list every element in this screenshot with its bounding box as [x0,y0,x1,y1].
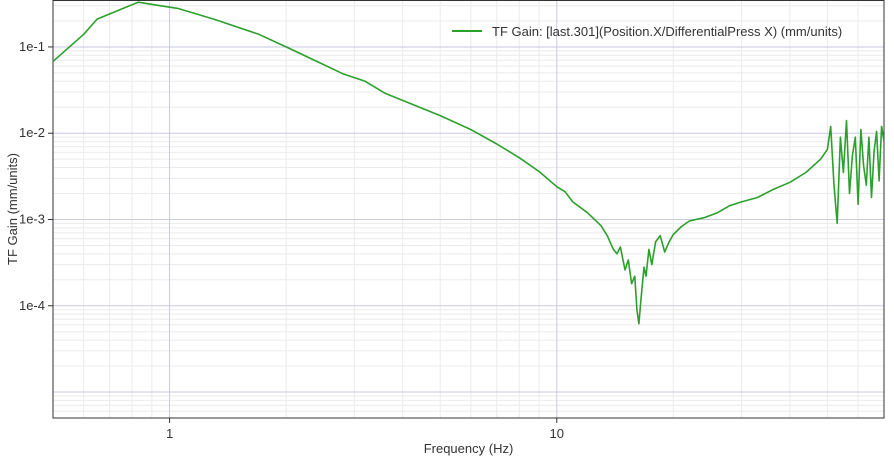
minor-gridlines [52,0,885,418]
plot-area-frame [52,0,885,419]
series-line-0 [53,1,884,325]
x-tick-label: 10 [550,426,564,441]
major-gridlines [53,0,884,418]
y-axis-title: TF Gain (mm/units) [5,153,20,265]
x-axis-ticks: 1 10 [166,418,564,441]
y-tick-label: 1e-3 [19,211,45,226]
y-tick-label: 1e-4 [19,298,45,313]
y-axis-ticks: 1e-1 1e-2 1e-3 1e-4 [19,39,53,313]
y-tick-label: 1e-1 [19,39,45,54]
legend-entry-label[interactable]: TF Gain: [last.301](Position.X/Different… [492,24,842,39]
x-axis-title: Frequency (Hz) [424,441,514,456]
y-tick-label: 1e-2 [19,125,45,140]
x-tick-label: 1 [166,426,173,441]
series-layer [53,1,884,325]
legend[interactable]: TF Gain: [last.301](Position.X/Different… [452,24,842,39]
